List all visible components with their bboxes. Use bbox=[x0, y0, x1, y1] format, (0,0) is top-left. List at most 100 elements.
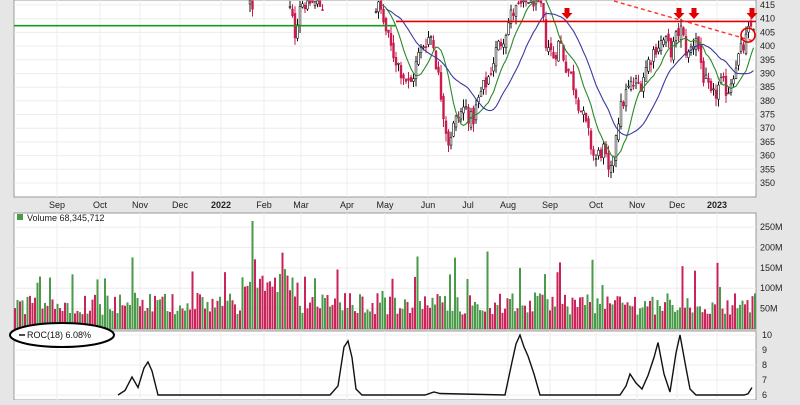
volume-bar bbox=[84, 295, 86, 329]
date-label: Aug bbox=[500, 200, 516, 210]
volume-bar bbox=[384, 297, 386, 329]
candle-body bbox=[577, 99, 580, 111]
volume-bar bbox=[449, 274, 451, 329]
volume-bar bbox=[364, 312, 366, 329]
volume-bar bbox=[161, 296, 164, 329]
volume-bar bbox=[411, 307, 414, 329]
volume-bar bbox=[461, 314, 464, 329]
candle-body bbox=[607, 153, 610, 170]
down-arrow-icon bbox=[561, 8, 573, 19]
volume-bar bbox=[54, 309, 56, 329]
volume-bar bbox=[651, 296, 654, 329]
candlesticks bbox=[248, 0, 755, 179]
candle-body bbox=[444, 120, 448, 134]
grid bbox=[14, 0, 756, 400]
price-axis: 415 410 405 400 395 390 385 380 375 370 365 360 355 3… bbox=[760, 0, 775, 188]
volume-tick-label: 150M bbox=[760, 263, 783, 273]
volume-bar bbox=[721, 308, 724, 329]
volume-bar bbox=[604, 308, 606, 329]
candle-body bbox=[712, 88, 715, 91]
candle-body bbox=[288, 6, 292, 8]
volume-bar bbox=[536, 296, 539, 329]
candle-body bbox=[387, 29, 390, 33]
volume-bar bbox=[351, 304, 354, 329]
candle-body bbox=[654, 47, 658, 55]
volume-bar bbox=[684, 307, 686, 329]
volume-bar bbox=[694, 270, 696, 329]
price-tick-label: 410 bbox=[760, 14, 775, 24]
volume-bar bbox=[529, 300, 531, 329]
volume-bar bbox=[271, 286, 274, 329]
candle-body bbox=[747, 26, 750, 33]
volume-bar bbox=[76, 310, 79, 329]
candle-body bbox=[313, 1, 317, 6]
volume-bar bbox=[56, 303, 59, 329]
roc-axis: 10 9 8 7 6 bbox=[762, 330, 772, 400]
candle-body bbox=[727, 92, 730, 95]
volume-bar bbox=[229, 293, 231, 329]
volume-bar bbox=[329, 306, 331, 329]
volume-bar bbox=[131, 257, 134, 329]
candle-body bbox=[602, 143, 605, 159]
candle-body bbox=[627, 85, 630, 88]
volume-bar bbox=[189, 309, 191, 329]
volume-bar bbox=[169, 311, 171, 329]
candle-body bbox=[657, 47, 660, 53]
date-label: Dec bbox=[669, 200, 686, 210]
volume-bar bbox=[579, 297, 581, 329]
volume-bar bbox=[139, 306, 141, 329]
volume-bar bbox=[16, 299, 19, 329]
volume-bar bbox=[21, 300, 24, 329]
price-tick-label: 350 bbox=[760, 178, 775, 188]
volume-bar bbox=[664, 302, 666, 329]
candle-body bbox=[512, 12, 515, 16]
candle-body bbox=[442, 95, 445, 120]
volume-bar bbox=[516, 308, 519, 329]
volume-bar bbox=[706, 313, 709, 329]
candle-body bbox=[622, 101, 625, 107]
volume-bar bbox=[299, 305, 301, 329]
date-label: Dec bbox=[172, 200, 189, 210]
candle-body bbox=[502, 43, 505, 48]
volume-bar bbox=[266, 282, 269, 329]
volume-bar bbox=[109, 309, 111, 329]
volume-bar bbox=[481, 310, 484, 329]
volume-bar bbox=[669, 299, 671, 329]
volume-bar bbox=[291, 277, 294, 329]
candle-body bbox=[474, 104, 478, 121]
volume-bar bbox=[591, 259, 594, 329]
candle-body bbox=[412, 78, 415, 82]
candle-body bbox=[462, 106, 465, 114]
candle-body bbox=[519, 0, 523, 4]
candle-body bbox=[482, 80, 485, 90]
candle-body bbox=[303, 5, 307, 10]
volume-bar bbox=[634, 296, 636, 329]
price-tick-label: 390 bbox=[760, 68, 775, 78]
volume-bar bbox=[251, 220, 254, 329]
date-label: Jul bbox=[462, 200, 474, 210]
volume-bar bbox=[569, 314, 571, 329]
volume-bar bbox=[521, 305, 524, 329]
volume-bar bbox=[404, 299, 406, 329]
volume-bar bbox=[19, 301, 21, 329]
volume-bar bbox=[596, 298, 599, 329]
candle-body bbox=[737, 53, 740, 66]
volume-bar bbox=[306, 308, 309, 329]
volume-bar bbox=[39, 276, 41, 329]
volume-bar bbox=[111, 310, 114, 329]
volume-bar bbox=[559, 262, 561, 329]
volume-bar bbox=[439, 296, 441, 329]
volume-bar bbox=[526, 312, 529, 329]
volume-bar bbox=[741, 300, 744, 329]
date-label: Sep bbox=[49, 200, 65, 210]
candle-body bbox=[574, 89, 578, 99]
candle-body bbox=[509, 9, 513, 24]
volume-bar bbox=[239, 310, 241, 329]
volume-bar bbox=[79, 312, 81, 329]
date-label: 2022 bbox=[211, 200, 231, 210]
volume-bar bbox=[416, 256, 419, 329]
volume-bar bbox=[436, 294, 439, 329]
volume-bar bbox=[234, 304, 236, 329]
volume-bar bbox=[484, 311, 486, 329]
